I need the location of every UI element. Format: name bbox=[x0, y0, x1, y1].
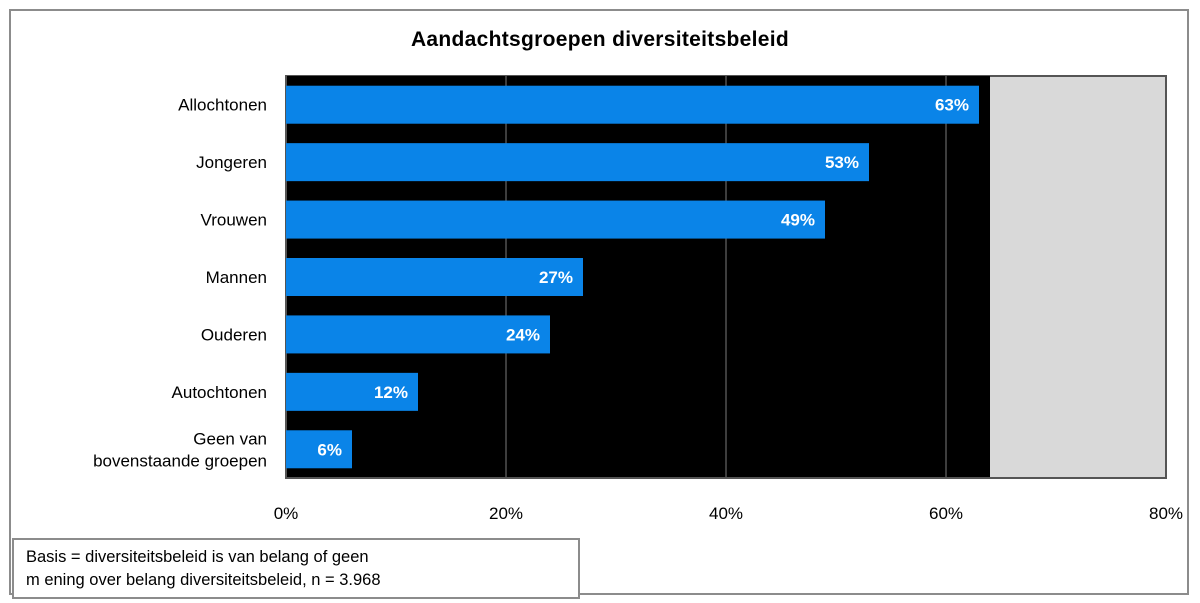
bar bbox=[286, 200, 825, 239]
bars: 63% 53% 49% 27% 24% 12% 6% bbox=[286, 85, 979, 469]
bar bbox=[286, 430, 352, 469]
category-label: Autochtonen bbox=[172, 383, 267, 402]
x-tick-labels: 0% 20% 40% 60% 80% bbox=[274, 504, 1183, 523]
bar bbox=[286, 315, 550, 354]
x-tick-label: 40% bbox=[709, 504, 743, 523]
footnote-box: Basis = diversiteitsbeleid is van belang… bbox=[12, 538, 580, 599]
x-tick-label: 20% bbox=[489, 504, 523, 523]
data-label: 12% bbox=[374, 383, 408, 402]
category-label: Geen van bbox=[193, 429, 267, 448]
data-label: 24% bbox=[506, 325, 540, 344]
bar bbox=[286, 372, 418, 411]
footnote-line-2: m ening over belang diversiteitsbeleid, … bbox=[26, 571, 381, 589]
chart-title: Aandachtsgroepen diversiteitsbeleid bbox=[410, 28, 790, 51]
category-label: Allochtonen bbox=[178, 96, 267, 115]
category-label: bovenstaande groepen bbox=[93, 451, 267, 470]
x-tick-label: 80% bbox=[1149, 504, 1183, 523]
category-labels: Allochtonen Jongeren Vrouwen Mannen Ouderen A… bbox=[93, 96, 267, 471]
data-label: 53% bbox=[825, 153, 859, 172]
category-label: Jongeren bbox=[196, 153, 267, 172]
category-label: Ouderen bbox=[201, 325, 267, 344]
footnote-line-1: Basis = diversiteitsbeleid is van belang… bbox=[26, 548, 369, 566]
data-label: 63% bbox=[935, 96, 969, 115]
data-label: 49% bbox=[781, 211, 815, 230]
category-label: Mannen bbox=[206, 268, 267, 287]
bar bbox=[286, 258, 583, 296]
bar bbox=[286, 85, 979, 124]
x-tick-label: 60% bbox=[929, 504, 963, 523]
data-label: 27% bbox=[539, 268, 573, 287]
x-tick-label: 0% bbox=[274, 504, 299, 523]
bar bbox=[286, 143, 869, 182]
category-label: Vrouwen bbox=[201, 211, 267, 230]
data-label: 6% bbox=[317, 440, 342, 459]
